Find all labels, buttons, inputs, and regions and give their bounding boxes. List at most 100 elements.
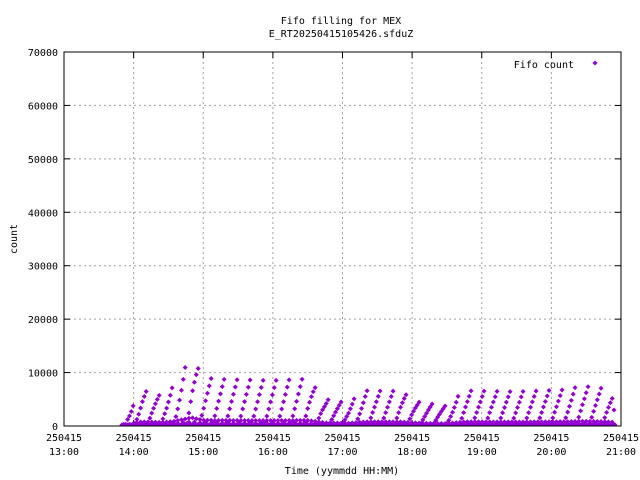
data-point <box>503 399 509 405</box>
data-point <box>377 388 383 394</box>
data-point <box>461 410 467 416</box>
data-point <box>362 393 368 399</box>
data-point <box>182 416 188 422</box>
data-point <box>336 402 342 408</box>
data-point <box>216 417 222 423</box>
data-point <box>550 415 556 421</box>
x-tick-label-date: 250415 <box>185 433 221 444</box>
x-tick-label-date: 250415 <box>46 433 82 444</box>
data-point <box>199 412 205 418</box>
data-point <box>557 393 563 399</box>
data-point <box>282 417 288 423</box>
data-point <box>333 409 339 415</box>
y-tick-label: 30000 <box>28 262 58 273</box>
x-tick-label-date: 250415 <box>533 433 569 444</box>
data-point <box>592 402 598 408</box>
data-point <box>604 409 610 415</box>
data-point <box>294 417 300 423</box>
x-tick-label-date: 250415 <box>603 433 639 444</box>
x-tick-label-time: 15:00 <box>188 447 218 458</box>
data-point <box>273 377 279 383</box>
data-point <box>128 408 134 414</box>
data-point <box>347 406 353 412</box>
data-point <box>225 413 231 419</box>
data-point <box>204 390 210 396</box>
data-point <box>607 400 613 406</box>
data-point <box>500 410 506 416</box>
data-point <box>390 388 396 394</box>
data-point <box>513 410 519 416</box>
y-tick-label: 40000 <box>28 208 58 219</box>
data-point <box>212 413 218 419</box>
data-point <box>191 379 197 385</box>
data-point <box>253 406 259 412</box>
data-point <box>448 414 454 420</box>
y-tick-label: 20000 <box>28 315 58 326</box>
data-point <box>134 416 140 422</box>
data-point <box>424 410 430 416</box>
data-point <box>422 414 428 420</box>
data-point <box>583 418 589 424</box>
data-point <box>242 417 248 423</box>
data-point <box>307 399 313 405</box>
data-point <box>388 393 394 399</box>
data-point <box>227 406 233 412</box>
data-point <box>219 417 225 423</box>
data-point <box>373 399 379 405</box>
data-point <box>238 417 244 423</box>
data-point <box>253 418 259 424</box>
data-point <box>368 415 374 421</box>
data-point <box>238 413 244 419</box>
x-tick-label-time: 13:00 <box>49 447 79 458</box>
data-point <box>141 394 147 400</box>
data-point <box>401 396 407 402</box>
data-point <box>182 365 188 371</box>
data-point <box>160 416 166 422</box>
data-point <box>186 415 192 421</box>
x-tick-label-time: 14:00 <box>119 447 149 458</box>
data-point <box>381 415 387 421</box>
data-point <box>169 385 175 391</box>
chart-title-line-1: Fifo filling for MEX <box>281 16 401 27</box>
grid-lines <box>64 52 621 426</box>
data-point <box>164 405 170 411</box>
data-point <box>258 384 264 390</box>
data-point <box>188 399 194 405</box>
data-point <box>572 385 578 391</box>
data-point <box>527 404 533 410</box>
data-point <box>203 398 209 404</box>
data-point <box>383 410 389 416</box>
data-point <box>303 413 309 419</box>
data-point <box>518 394 524 400</box>
data-point <box>180 376 186 382</box>
data-point <box>162 411 168 417</box>
data-point <box>420 417 426 423</box>
data-point <box>596 391 602 397</box>
data-point <box>605 404 611 410</box>
data-point <box>570 391 576 397</box>
data-point <box>394 415 400 421</box>
data-point <box>451 405 457 411</box>
data-point <box>295 391 301 397</box>
data-point <box>138 405 144 411</box>
data-point <box>346 410 352 416</box>
data-point <box>193 416 199 422</box>
data-point <box>234 377 240 383</box>
data-point <box>147 415 153 421</box>
data-point <box>130 403 136 409</box>
data-point <box>559 387 565 393</box>
chart-title-line-2: E_RT20250415105426.sfduZ <box>269 29 414 40</box>
data-points <box>119 365 618 426</box>
data-point <box>268 399 274 405</box>
data-point <box>216 398 222 404</box>
data-point <box>156 392 162 398</box>
data-point <box>479 393 485 399</box>
data-point <box>186 410 192 416</box>
data-point <box>323 400 329 406</box>
data-point <box>581 396 587 402</box>
data-point <box>540 404 546 410</box>
data-point <box>294 398 300 404</box>
data-point <box>151 405 157 411</box>
data-point <box>154 396 160 402</box>
data-point <box>429 401 435 407</box>
